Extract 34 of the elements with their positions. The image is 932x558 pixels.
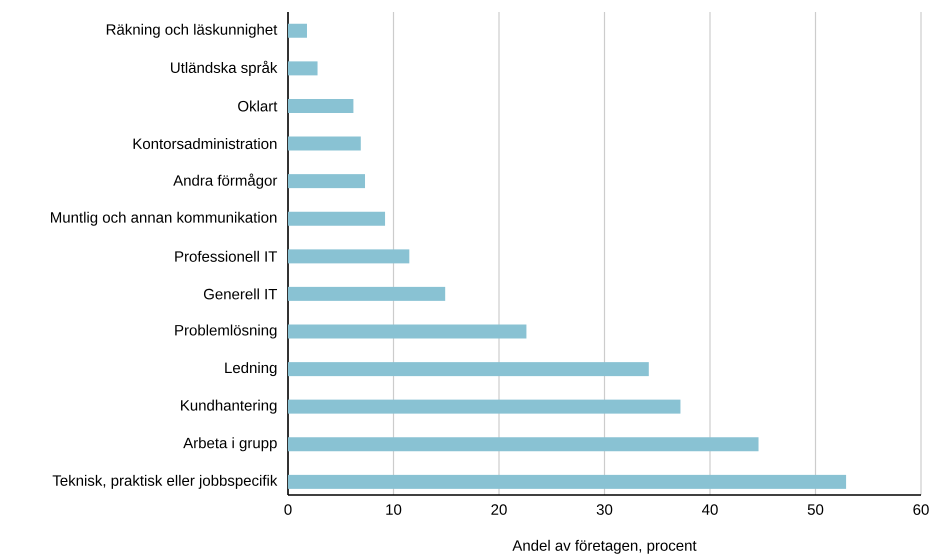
- x-tick-label: 60: [913, 504, 929, 515]
- bar: [288, 98, 354, 113]
- bar: [288, 286, 446, 301]
- x-tick-label: 40: [702, 504, 718, 515]
- bar: [288, 212, 386, 226]
- bar: [288, 249, 410, 264]
- y-tick-label: Problemlösning: [175, 324, 276, 338]
- bar: [288, 362, 649, 376]
- y-tick-label: Teknisk, praktisk eller jobbspecifik: [52, 474, 278, 489]
- bar: [288, 474, 846, 489]
- x-tick-label: 0: [284, 504, 292, 515]
- bar: [288, 437, 759, 452]
- y-tick-label: Utländska språk: [171, 60, 278, 76]
- y-tick-label: Kontorsadministration: [134, 138, 276, 150]
- y-tick-label: Arbeta i grupp: [183, 437, 277, 452]
- y-tick-label: Professionell IT: [175, 250, 278, 262]
- x-tick-label: 50: [808, 504, 824, 515]
- bar: [288, 174, 366, 188]
- y-tick-label: Ledning: [225, 362, 276, 376]
- y-tick-label: Räkning och läskunnighet: [106, 24, 278, 38]
- y-tick-label: Andra förmågor: [173, 174, 278, 189]
- bar: [288, 136, 361, 151]
- x-tick-label: 30: [596, 504, 612, 515]
- y-tick-label: Kundhantering: [181, 400, 276, 414]
- y-tick-label: Generell IT: [204, 288, 278, 300]
- x-tick-label: 10: [386, 504, 402, 515]
- bar: [288, 324, 526, 338]
- y-tick-label: Muntlig och annan kommunikation: [51, 212, 276, 226]
- bar: [288, 400, 680, 414]
- bar: [288, 24, 307, 38]
- x-tick-label: 20: [491, 504, 507, 515]
- bar: [288, 61, 318, 76]
- y-tick-label: Oklart: [238, 100, 278, 112]
- x-axis-title: Andel av företagen, procent: [512, 540, 697, 554]
